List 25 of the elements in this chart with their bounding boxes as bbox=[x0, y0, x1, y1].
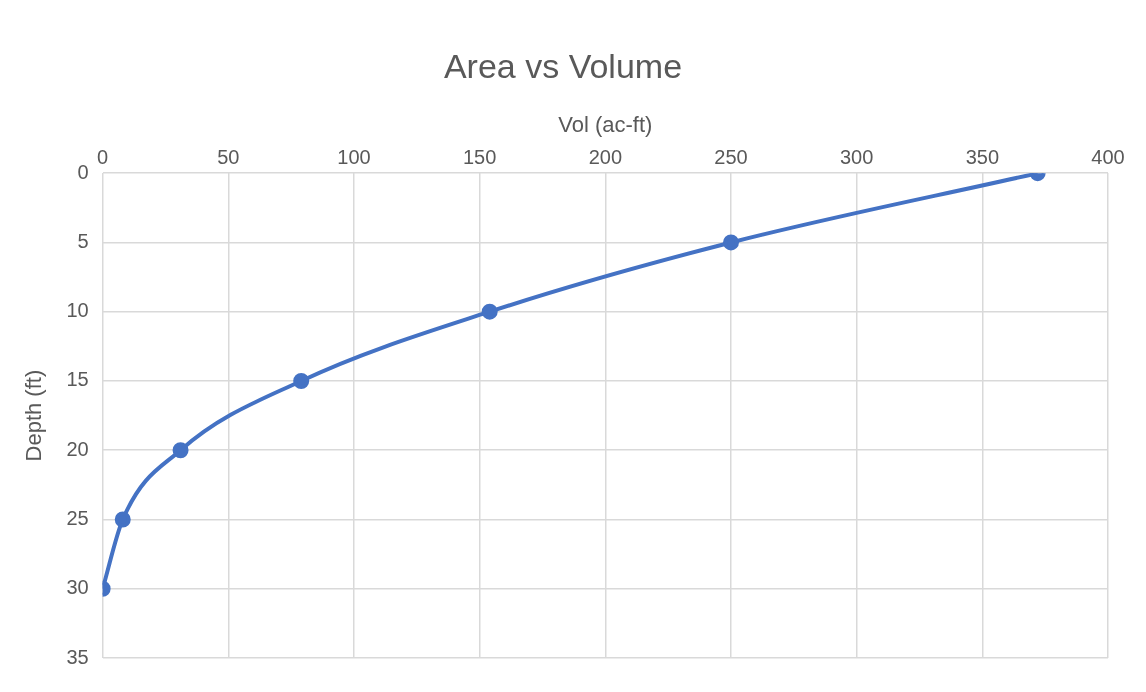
x-tick-label: 50 bbox=[217, 145, 240, 168]
y-tick-label: 35 bbox=[66, 645, 89, 668]
x-tick-label: 350 bbox=[965, 145, 1000, 168]
x-tick-label: 300 bbox=[839, 145, 874, 168]
y-tick-label: 5 bbox=[77, 229, 89, 252]
y-tick-label: 30 bbox=[66, 576, 89, 599]
x-tick-label: 100 bbox=[337, 145, 371, 168]
x-tick-label: 150 bbox=[462, 145, 497, 168]
x-tick-label: 200 bbox=[588, 145, 623, 168]
y-tick-label: 15 bbox=[66, 368, 89, 391]
y-axis-title: Depth (ft) bbox=[21, 369, 47, 462]
x-tick-label: 400 bbox=[1091, 145, 1125, 168]
y-tick-label: 10 bbox=[66, 299, 89, 322]
x-tick-label: 0 bbox=[97, 145, 109, 168]
point bbox=[114, 511, 131, 528]
y-tick-label: 25 bbox=[66, 507, 89, 529]
chart-title: Area vs Volume bbox=[443, 46, 683, 85]
y-tick-label: 0 bbox=[77, 160, 89, 183]
point bbox=[722, 234, 739, 251]
point bbox=[172, 442, 189, 459]
point bbox=[293, 372, 310, 389]
y-tick-label: 20 bbox=[66, 437, 89, 460]
point bbox=[481, 303, 498, 320]
x-axis-title: Vol (ac-ft) bbox=[558, 112, 653, 138]
x-tick-label: 250 bbox=[714, 145, 748, 168]
